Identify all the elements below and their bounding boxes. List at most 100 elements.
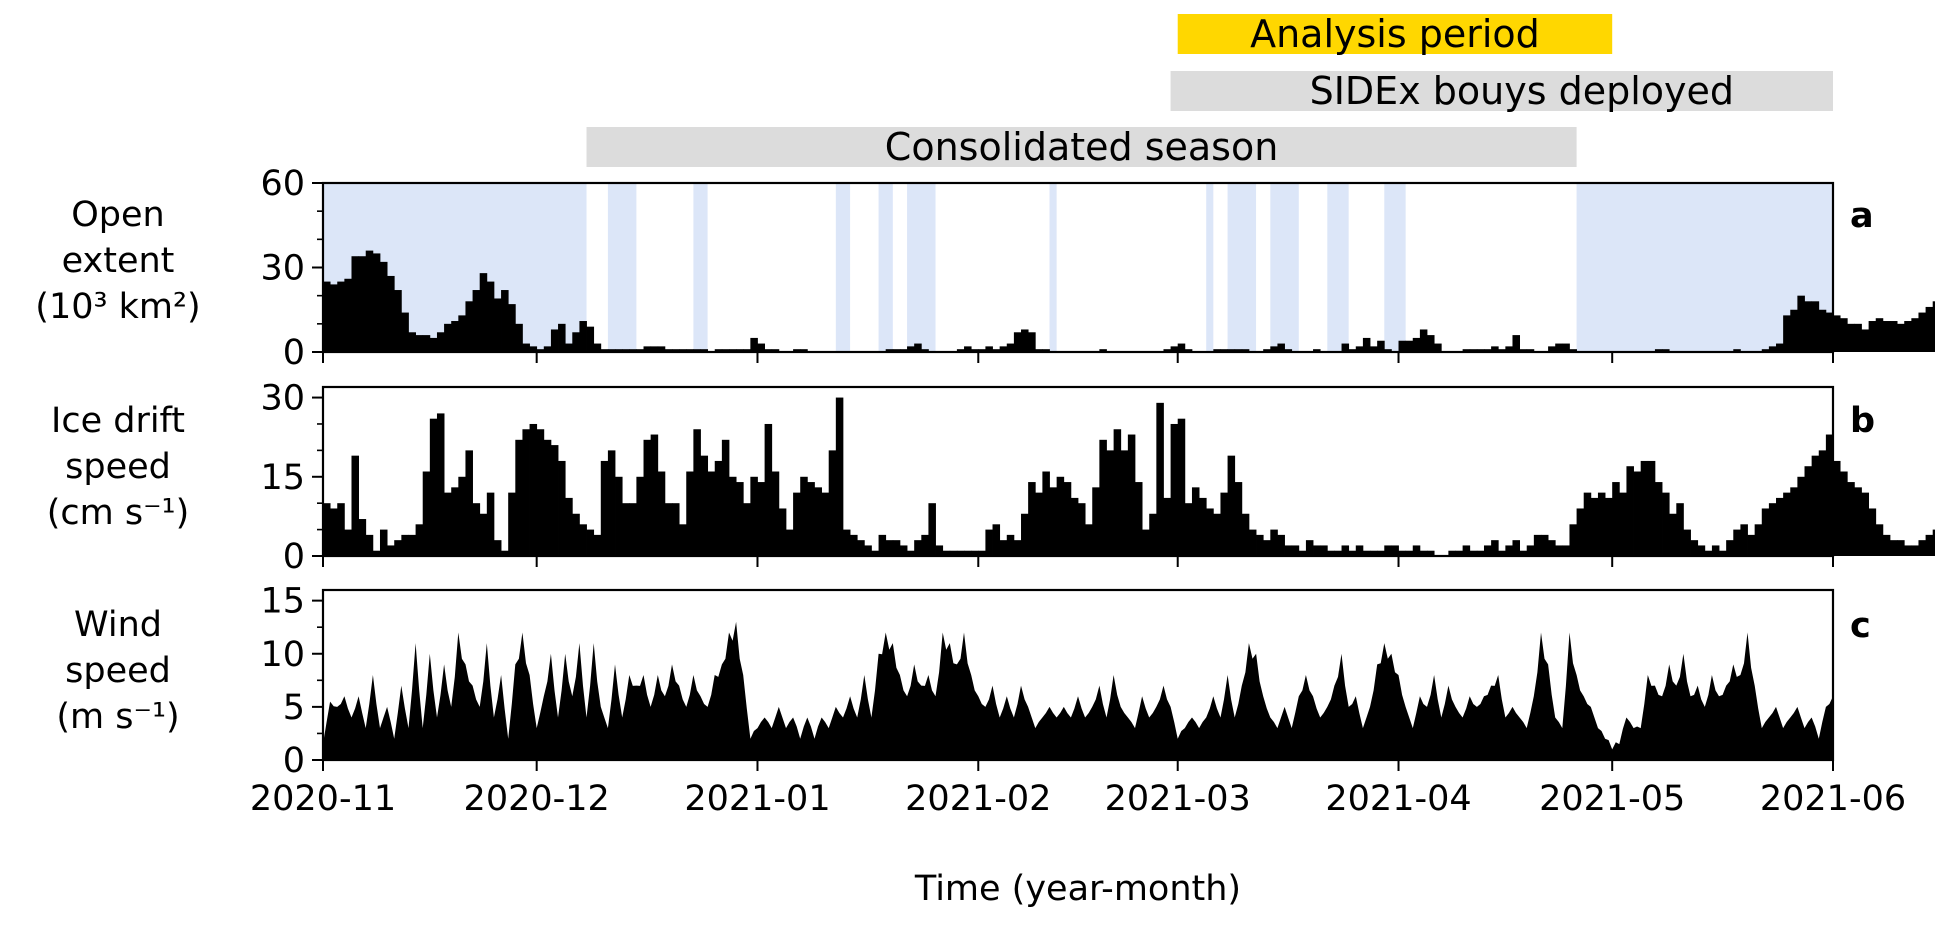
bar — [1462, 349, 1471, 352]
bar — [1861, 329, 1870, 352]
bar — [1213, 513, 1221, 556]
bar — [1163, 497, 1171, 556]
bar — [1256, 534, 1264, 556]
bar — [1569, 349, 1577, 352]
bar — [543, 439, 552, 556]
bar — [1811, 301, 1820, 352]
bar — [1790, 309, 1798, 352]
bar — [1918, 312, 1926, 352]
bar — [1206, 508, 1214, 556]
wind-speed-ylabel-line1: Wind — [74, 605, 162, 645]
bar — [757, 343, 766, 352]
bar — [1797, 476, 1805, 556]
bar — [1469, 349, 1478, 352]
bar — [1427, 550, 1435, 556]
ice-drift-axes: 0 15 30 — [260, 379, 1835, 577]
ice-drift-bars — [323, 397, 1935, 556]
bar — [1840, 471, 1848, 556]
bar — [1783, 492, 1791, 556]
bar — [928, 503, 936, 556]
bar — [1811, 455, 1820, 556]
bar — [351, 455, 360, 556]
bar — [1327, 550, 1335, 556]
bar — [1362, 550, 1371, 556]
bar — [1405, 550, 1414, 556]
bar — [1049, 487, 1058, 556]
bar — [1505, 545, 1513, 556]
y-tick-label: 10 — [260, 635, 305, 675]
bar — [1897, 540, 1905, 556]
bar — [1184, 503, 1193, 556]
bar — [728, 349, 737, 352]
bar — [565, 343, 573, 352]
bar — [1284, 349, 1293, 352]
bar — [1398, 550, 1407, 556]
bar — [728, 476, 737, 556]
bar — [1512, 335, 1521, 352]
bar — [1761, 349, 1770, 352]
bar — [550, 445, 559, 556]
bar — [1498, 550, 1506, 556]
bar — [408, 534, 416, 556]
bar — [429, 418, 438, 556]
bar — [1555, 343, 1563, 352]
bar — [1213, 349, 1221, 352]
bar — [1555, 545, 1563, 556]
bar — [579, 524, 587, 556]
bar — [337, 503, 345, 556]
bar — [1897, 323, 1905, 352]
bar — [1106, 450, 1115, 556]
bar — [522, 429, 530, 556]
bar — [1234, 482, 1243, 556]
open-water-shade — [1049, 183, 1057, 352]
bar — [1419, 329, 1428, 352]
bar — [664, 503, 673, 556]
bar — [1654, 349, 1663, 352]
bar — [1818, 450, 1827, 556]
bar — [451, 487, 459, 556]
bar — [330, 284, 338, 352]
bar — [871, 550, 879, 556]
bar — [372, 253, 381, 352]
y-tick-label: 15 — [260, 458, 305, 498]
bar — [1925, 306, 1934, 352]
bar — [1519, 550, 1528, 556]
y-tick-label: 15 — [260, 582, 305, 622]
bar — [1825, 434, 1834, 556]
bar — [1911, 318, 1919, 352]
bar — [1505, 346, 1513, 352]
bar — [1434, 343, 1442, 352]
bar — [472, 290, 481, 352]
bar — [636, 349, 644, 352]
bar — [1889, 321, 1898, 352]
bar — [1078, 503, 1086, 556]
open-water-shade — [1227, 183, 1257, 352]
bar — [672, 503, 680, 556]
bar — [1298, 550, 1307, 556]
bar — [793, 349, 801, 352]
bar — [885, 540, 894, 556]
y-tick-label: 30 — [260, 249, 305, 289]
bar — [1270, 346, 1278, 352]
bar — [1797, 295, 1805, 352]
bar — [785, 529, 794, 556]
bar — [1932, 301, 1935, 352]
bar — [1818, 309, 1827, 352]
bar — [429, 337, 438, 352]
bar — [992, 349, 1001, 352]
bar — [1768, 346, 1777, 352]
bar — [714, 460, 723, 556]
x-axis-label: Time (year-month) — [914, 869, 1241, 909]
bar — [1904, 321, 1912, 352]
bar — [1263, 349, 1271, 352]
bar — [1348, 349, 1357, 352]
analysis-period-label: Analysis period — [1250, 12, 1540, 56]
bar — [807, 482, 815, 556]
open-water-shade — [693, 183, 708, 352]
bar — [800, 476, 808, 556]
bar — [337, 281, 345, 352]
bar — [508, 492, 516, 556]
bar — [358, 256, 367, 352]
y-tick-label: 0 — [283, 333, 305, 373]
x-tick-labels: 2020-11 2020-12 2021-01 2021-02 2021-03 2021-… — [250, 779, 1906, 819]
